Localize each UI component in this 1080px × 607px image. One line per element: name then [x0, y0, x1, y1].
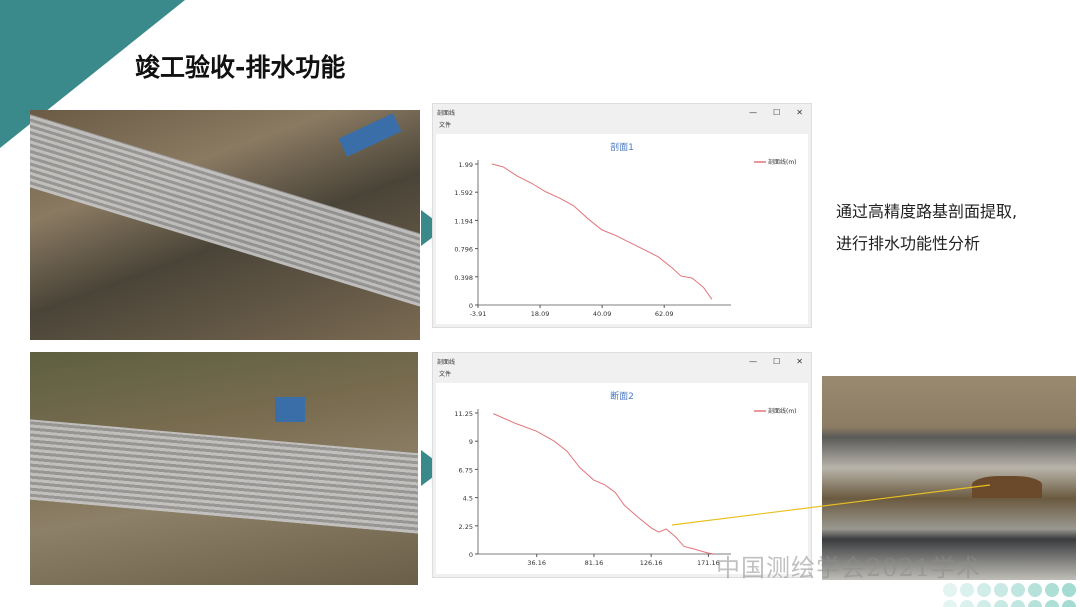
description-line-1: 通过高精度路基剖面提取,: [836, 202, 1018, 221]
x-tick-label: 171.16: [697, 559, 720, 567]
x-tick-label: -3.91: [470, 310, 487, 318]
x-tick-label: 126.16: [640, 559, 663, 567]
profile-chart-2: 断面2 0 2.25 4.5 6.75 9 11.25 36.16 81.16 126.16 171…: [454, 390, 797, 567]
minimize-button[interactable]: —: [749, 107, 758, 117]
close-button[interactable]: ✕: [796, 107, 803, 117]
dot: [960, 583, 974, 597]
aerial-photo-1: [30, 110, 420, 340]
y-tick-label: 1.99: [459, 161, 473, 169]
close-button[interactable]: ✕: [796, 356, 803, 366]
y-tick-label: 1.592: [454, 189, 473, 197]
menu-file[interactable]: 文件: [439, 122, 452, 129]
dot: [1028, 600, 1042, 607]
watermark: 中国测绘学会2021学术: [716, 554, 982, 582]
page-title: 竣工验收-排水功能: [135, 53, 346, 82]
dot: [1011, 600, 1025, 607]
y-tick-label: 1.194: [454, 217, 473, 225]
minimize-button[interactable]: —: [749, 356, 758, 366]
dot: [960, 600, 974, 607]
dot: [1028, 583, 1042, 597]
profile-window-2: 剖面线 — ☐ ✕ 文件 断面2 0 2.25 4.5 6.75 9 11.25 36.16 81.…: [432, 352, 812, 578]
menu-file[interactable]: 文件: [439, 371, 452, 378]
y-tick-label: 0.398: [454, 274, 473, 282]
dot: [977, 600, 991, 607]
x-tick-label: 62.09: [655, 310, 674, 318]
dot: [943, 600, 957, 607]
profile-window-1: 剖面线 — ☐ ✕ 文件 剖面1 0 0.398 0.796 1.194 1.592 1.99 -…: [432, 103, 812, 328]
site-photo: [822, 376, 1076, 580]
maximize-button[interactable]: ☐: [773, 107, 781, 117]
y-tick-label: 4.5: [463, 495, 473, 503]
maximize-button[interactable]: ☐: [773, 356, 781, 366]
chart-title: 断面2: [610, 390, 634, 402]
y-tick-label: 9: [469, 438, 473, 446]
dot: [994, 583, 1008, 597]
callout-line: [671, 484, 991, 526]
y-tick-label: 0: [469, 551, 473, 559]
profile-chart-1: 剖面1 0 0.398 0.796 1.194 1.592 1.99 -3.91 18.09 40…: [454, 141, 797, 318]
dot: [943, 583, 957, 597]
x-tick-label: 40.09: [593, 310, 612, 318]
legend-label: 剖面线(m): [768, 158, 797, 166]
dot: [1045, 600, 1059, 607]
aerial-photo-2: [30, 352, 418, 585]
chart-title: 剖面1: [610, 141, 634, 153]
legend-label: 剖面线(m): [768, 407, 797, 415]
dot: [1045, 583, 1059, 597]
profile-line: [493, 413, 714, 555]
y-tick-label: 2.25: [459, 523, 473, 531]
y-tick-label: 0.796: [454, 246, 473, 254]
profile-line: [491, 163, 713, 300]
dot-pattern: [943, 583, 1076, 607]
y-tick-label: 6.75: [459, 466, 473, 474]
x-tick-label: 18.09: [531, 310, 550, 318]
window-title: 剖面线: [437, 109, 456, 117]
description-line-2: 进行排水功能性分析: [836, 234, 981, 253]
dot: [994, 600, 1008, 607]
y-tick-label: 0: [469, 302, 473, 310]
x-tick-label: 81.16: [585, 559, 604, 567]
dot: [1062, 583, 1076, 597]
x-tick-label: 36.16: [527, 559, 546, 567]
dot: [1011, 583, 1025, 597]
dot: [977, 583, 991, 597]
window-title: 剖面线: [437, 358, 456, 366]
dot: [1062, 600, 1076, 607]
y-tick-label: 11.25: [454, 410, 473, 418]
